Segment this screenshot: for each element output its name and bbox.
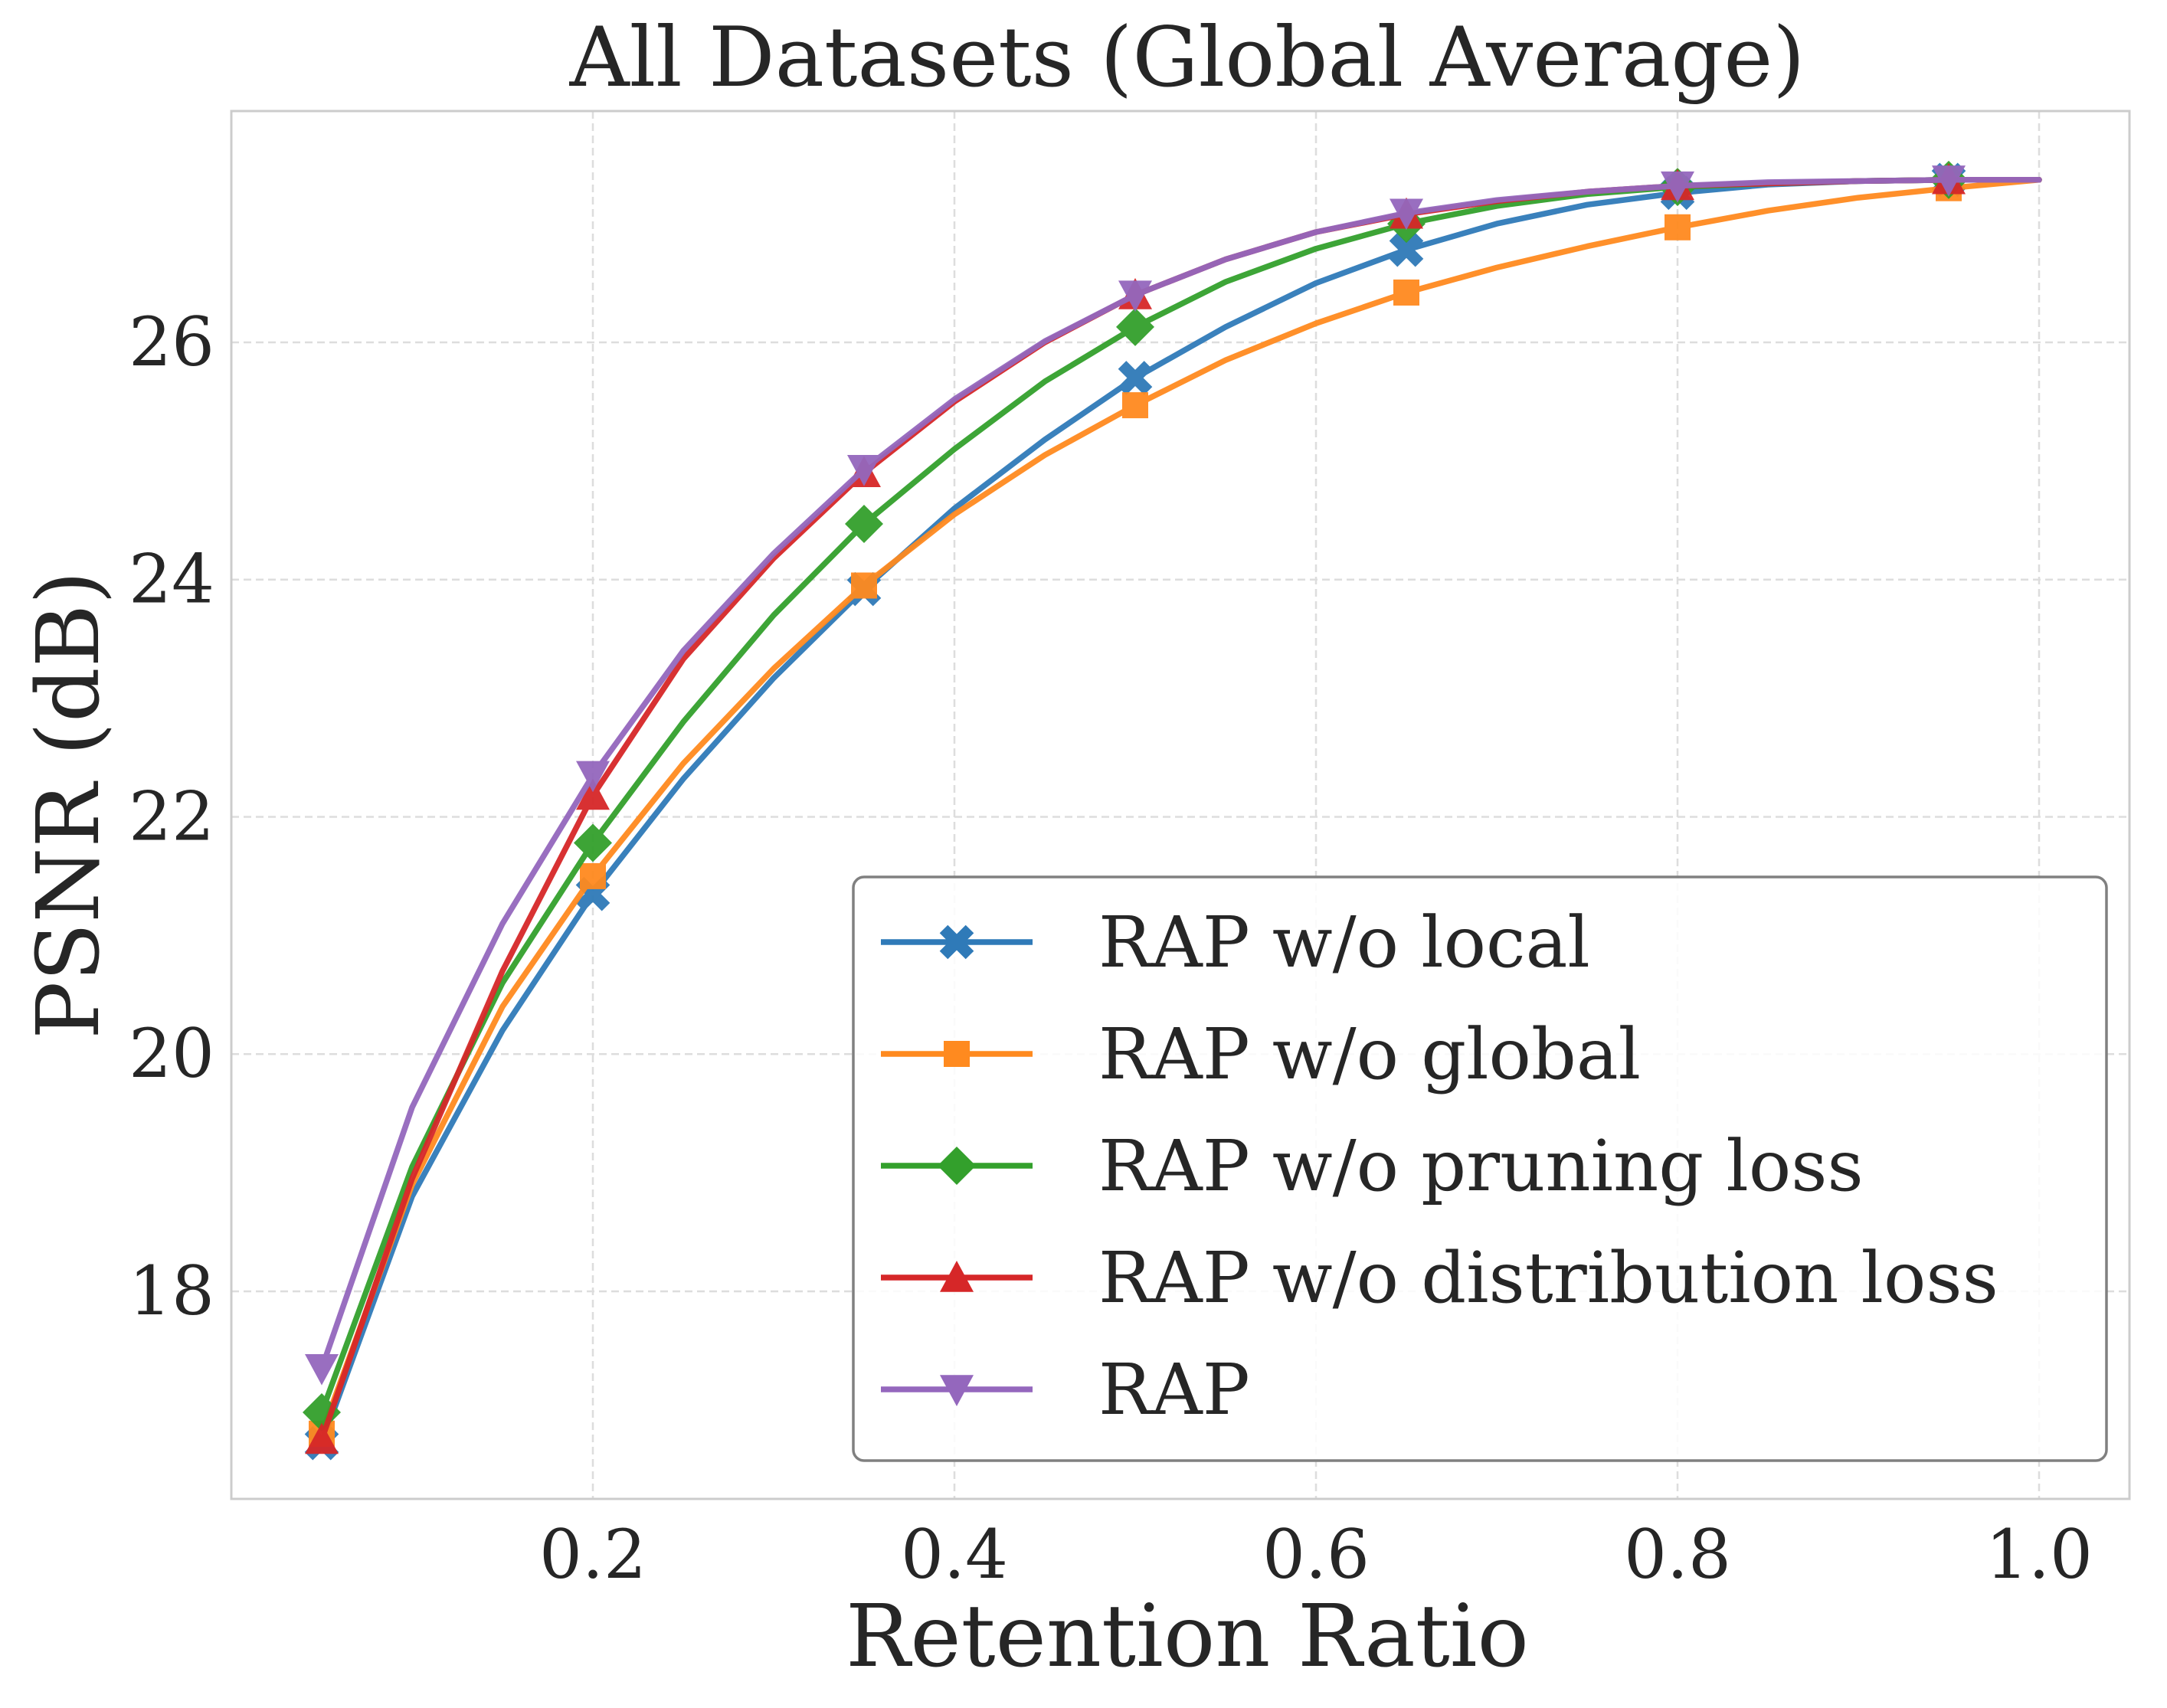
chart-title: All Datasets (Global Average) <box>569 10 1805 106</box>
y-tick-label: 24 <box>129 540 214 619</box>
data-point-marker-stroke <box>1389 232 1424 267</box>
legend-item: RAP w/o pruning loss <box>881 1125 1864 1207</box>
y-axis-label: PSNR (dB) <box>19 571 119 1039</box>
data-point-marker <box>1389 232 1424 267</box>
y-tick-label: 26 <box>129 303 214 381</box>
data-point-marker <box>1116 307 1154 346</box>
x-tick-label: 0.6 <box>1262 1515 1370 1594</box>
legend-label: RAP w/o pruning loss <box>1098 1125 1864 1207</box>
legend: RAP w/o local RAP w/o global RAP w/o pruni… <box>852 875 2108 1462</box>
series-4 <box>305 165 2042 1386</box>
legend-box <box>852 875 2108 1462</box>
legend-label: RAP w/o distribution loss <box>1098 1237 1998 1319</box>
legend-item: RAP w/o global <box>881 1013 1641 1095</box>
data-point-marker <box>851 572 877 599</box>
data-point-marker <box>574 823 612 862</box>
data-point-marker <box>305 1422 339 1454</box>
legend-item: RAP w/o local <box>881 901 1590 983</box>
data-point-marker <box>845 504 883 543</box>
plot-area-frame <box>230 110 2131 1500</box>
y-axis-ticks: 18 20 22 24 26 <box>129 303 214 1330</box>
data-point-marker <box>1118 280 1152 312</box>
series-line <box>319 177 2042 1437</box>
x-tick-label: 0.2 <box>539 1515 646 1594</box>
x-tick-label: 0.8 <box>1624 1515 1731 1594</box>
data-point-marker <box>580 862 606 889</box>
data-point-marker <box>1665 214 1691 240</box>
data-point-marker <box>1122 392 1148 419</box>
legend-marker <box>944 1041 970 1067</box>
legend-label: RAP <box>1098 1349 1250 1431</box>
legend-item: RAP <box>881 1349 1250 1431</box>
y-tick-label: 18 <box>129 1252 214 1330</box>
x-axis-ticks: 0.2 0.4 0.6 0.8 1.0 <box>539 1515 2093 1594</box>
data-point-marker <box>847 455 881 486</box>
data-point-marker <box>1932 165 1966 197</box>
y-tick-label: 20 <box>129 1014 214 1093</box>
legend-item: RAP w/o distribution loss <box>881 1237 1998 1319</box>
x-tick-label: 1.0 <box>1985 1515 2093 1594</box>
data-point-marker <box>576 761 610 793</box>
data-point-marker <box>303 1392 341 1432</box>
legend-label: RAP w/o global <box>1098 1013 1641 1095</box>
data-point-marker <box>1118 361 1153 395</box>
series-line <box>319 177 2042 1372</box>
data-point-marker <box>1393 279 1419 306</box>
legend-label: RAP w/o local <box>1098 901 1590 983</box>
series-lines <box>303 160 2042 1461</box>
y-tick-label: 22 <box>129 777 214 856</box>
data-point-marker <box>305 1353 339 1386</box>
data-point-marker <box>1661 171 1694 203</box>
data-point-marker-stroke <box>1118 361 1153 395</box>
legend-marker <box>940 1261 974 1292</box>
x-tick-label: 0.4 <box>901 1515 1008 1594</box>
legend-marker <box>939 924 974 960</box>
legend-marker <box>938 1147 976 1185</box>
data-point-marker <box>576 778 610 810</box>
data-point-marker <box>1390 198 1423 231</box>
legend-marker-stroke <box>939 924 974 960</box>
legend-marker <box>940 1375 974 1406</box>
x-axis-label: Retention Ratio <box>846 1587 1529 1687</box>
